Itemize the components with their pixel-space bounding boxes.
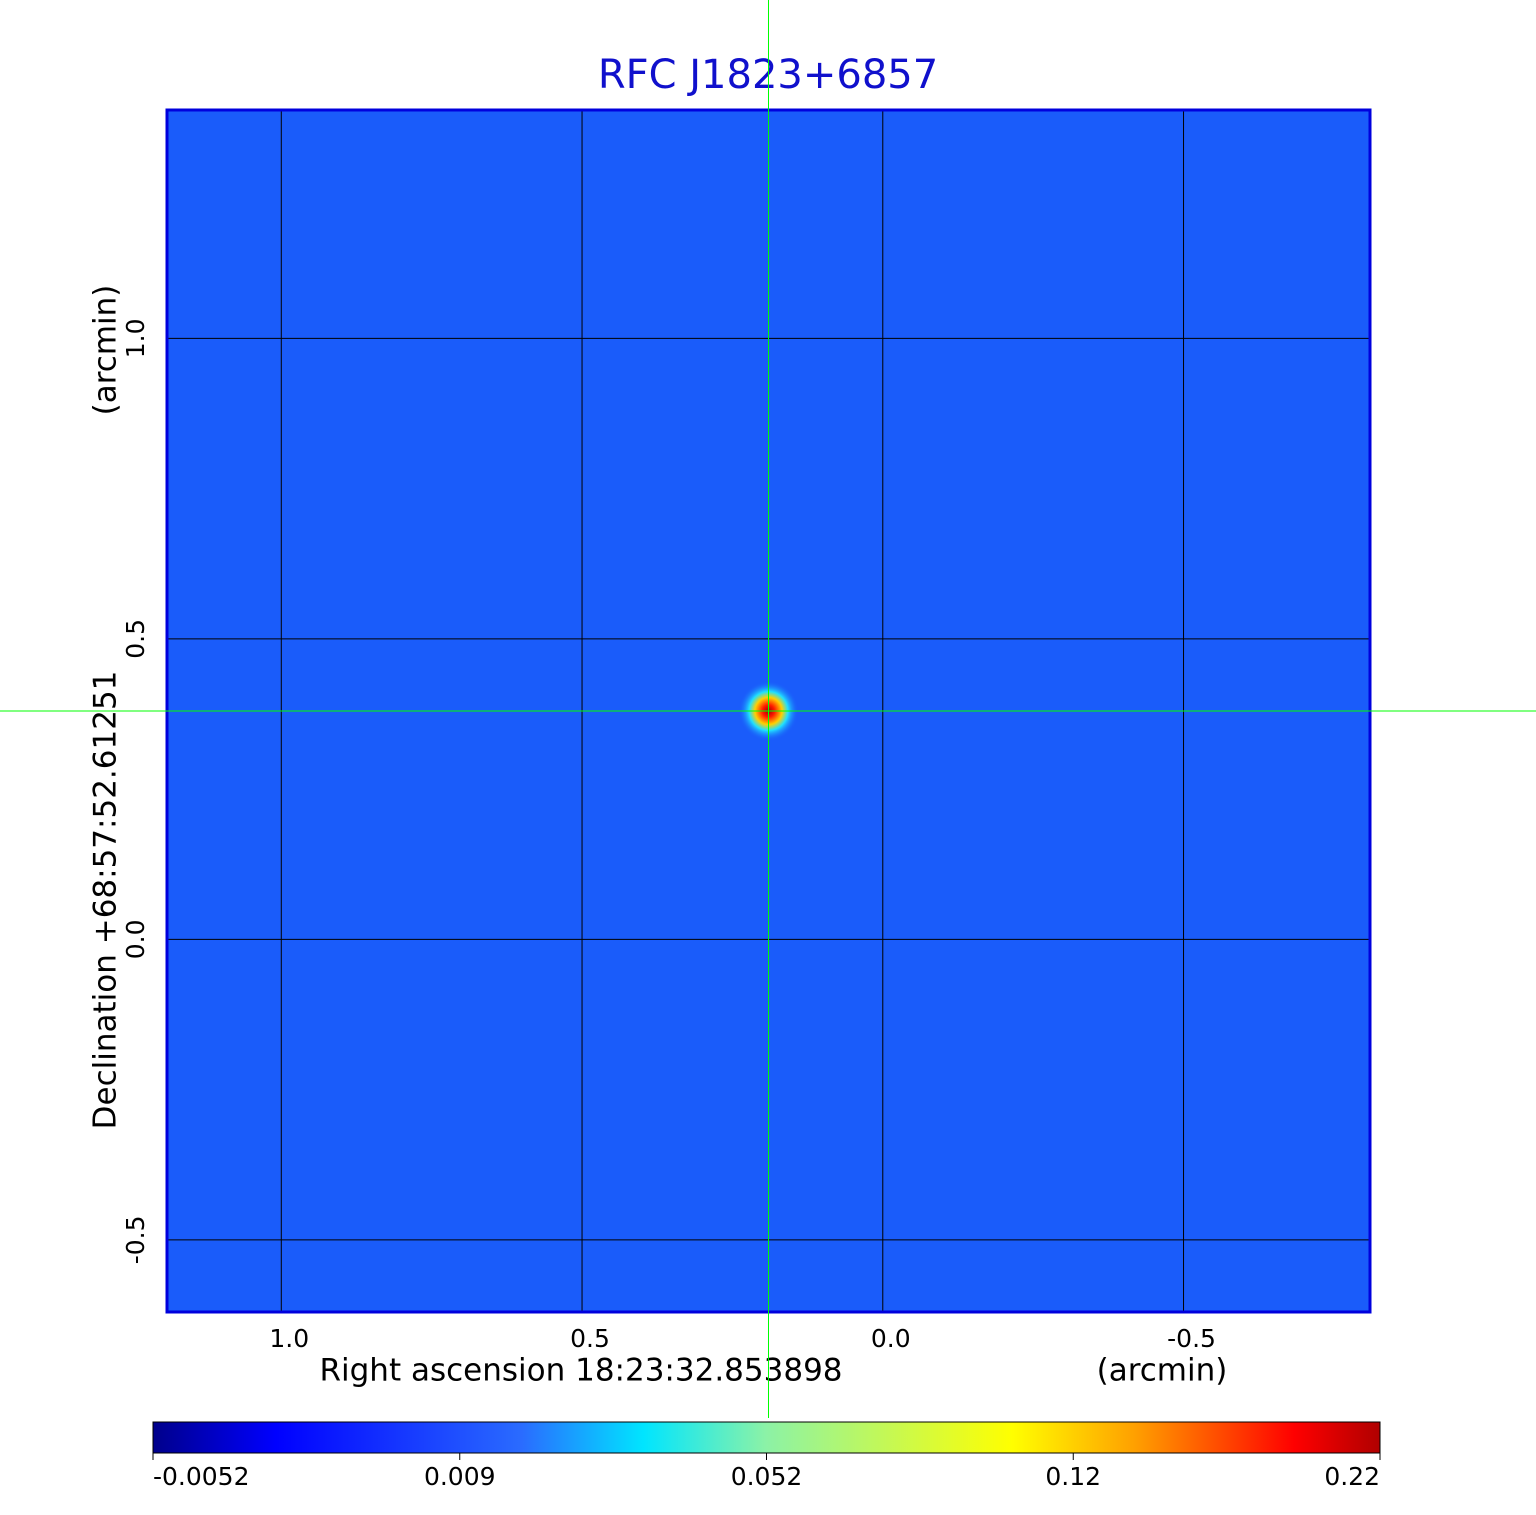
- x-tick-label: -0.5: [1167, 1324, 1216, 1353]
- y-tick-label: 0.0: [121, 919, 150, 959]
- y-tick-label: 1.0: [121, 318, 150, 358]
- y-tick-label: -0.5: [121, 1215, 150, 1264]
- x-tick-label: 0.5: [570, 1324, 610, 1353]
- x-tick-label: 1.0: [269, 1324, 309, 1353]
- colorbar-tick-label: 0.12: [1045, 1462, 1101, 1491]
- y-axis-label: Declination +68:57:52.61251: [88, 671, 124, 1130]
- colorbar-tick-label: 0.009: [424, 1462, 496, 1491]
- y-tick-label: 0.5: [121, 619, 150, 659]
- colorbar-tick-label: -0.0052: [153, 1462, 250, 1491]
- x-axis-label: Right ascension 18:23:32.853898: [319, 1353, 842, 1389]
- colorbar-tick-label: 0.052: [731, 1462, 803, 1491]
- x-tick-label: 0.0: [871, 1324, 911, 1353]
- colorbar-tick-label: 0.22: [1324, 1462, 1380, 1491]
- x-axis-unit: (arcmin): [1097, 1353, 1228, 1389]
- y-axis-unit: (arcmin): [88, 285, 124, 416]
- colorbar: [152, 1421, 1381, 1454]
